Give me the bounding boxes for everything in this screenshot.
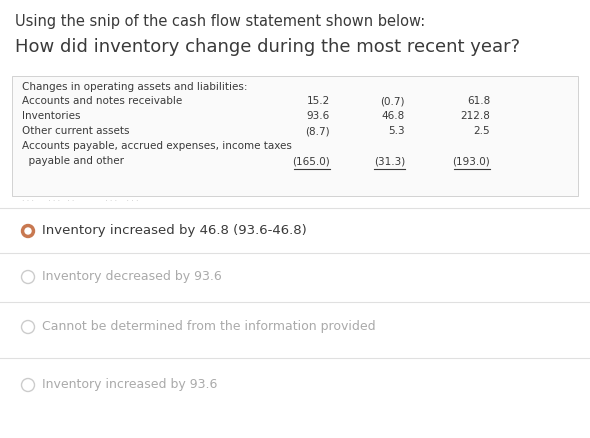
Text: 5.3: 5.3 bbox=[388, 126, 405, 136]
Text: Using the snip of the cash flow statement shown below:: Using the snip of the cash flow statemen… bbox=[15, 14, 425, 29]
Text: Inventories: Inventories bbox=[22, 111, 80, 121]
Circle shape bbox=[21, 225, 34, 237]
Text: 212.8: 212.8 bbox=[460, 111, 490, 121]
Text: (8.7): (8.7) bbox=[306, 126, 330, 136]
Text: 61.8: 61.8 bbox=[467, 96, 490, 106]
Text: Inventory increased by 46.8 (93.6-46.8): Inventory increased by 46.8 (93.6-46.8) bbox=[42, 224, 307, 237]
Text: Inventory decreased by 93.6: Inventory decreased by 93.6 bbox=[42, 270, 222, 283]
Text: . . .      . . .   . .             . . .    . . .: . . . . . . . . . . . . . . bbox=[22, 194, 139, 203]
Text: (31.3): (31.3) bbox=[373, 156, 405, 166]
Text: 46.8: 46.8 bbox=[382, 111, 405, 121]
Text: (193.0): (193.0) bbox=[453, 156, 490, 166]
Text: Accounts payable, accrued expenses, income taxes: Accounts payable, accrued expenses, inco… bbox=[22, 141, 292, 151]
Text: Accounts and notes receivable: Accounts and notes receivable bbox=[22, 96, 182, 106]
Text: Other current assets: Other current assets bbox=[22, 126, 129, 136]
Text: payable and other: payable and other bbox=[22, 156, 124, 166]
Text: Changes in operating assets and liabilities:: Changes in operating assets and liabilit… bbox=[22, 82, 247, 92]
Text: Cannot be determined from the information provided: Cannot be determined from the informatio… bbox=[42, 320, 376, 333]
Text: 15.2: 15.2 bbox=[307, 96, 330, 106]
Text: 93.6: 93.6 bbox=[307, 111, 330, 121]
Circle shape bbox=[25, 228, 31, 234]
Text: Inventory increased by 93.6: Inventory increased by 93.6 bbox=[42, 378, 217, 391]
Bar bbox=[12, 76, 578, 196]
Text: How did inventory change during the most recent year?: How did inventory change during the most… bbox=[15, 38, 520, 56]
Text: (0.7): (0.7) bbox=[381, 96, 405, 106]
Text: 2.5: 2.5 bbox=[473, 126, 490, 136]
Text: (165.0): (165.0) bbox=[292, 156, 330, 166]
